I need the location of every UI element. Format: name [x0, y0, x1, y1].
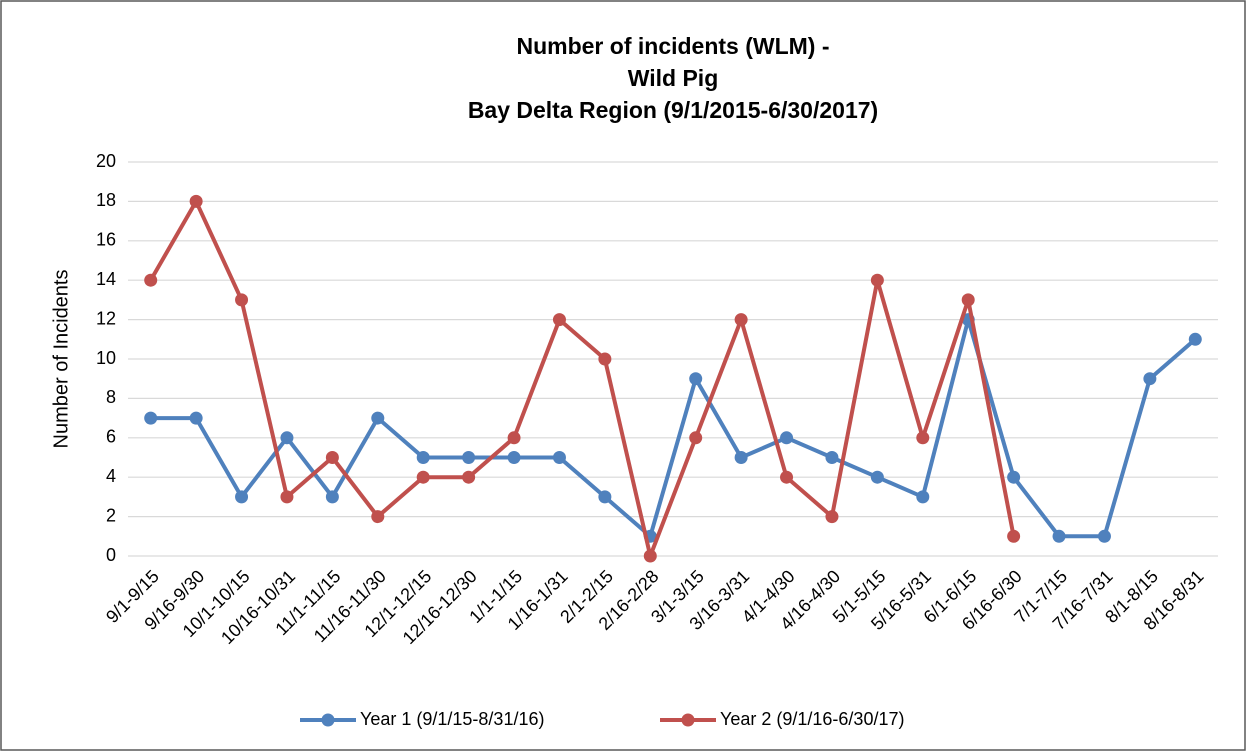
- data-point: [1007, 470, 1021, 484]
- y-tick-label: 20: [96, 151, 116, 171]
- data-point: [1052, 529, 1066, 543]
- data-point: [734, 451, 748, 464]
- data-point: [189, 194, 203, 208]
- data-point: [643, 549, 657, 563]
- chart-title: Wild Pig: [628, 65, 719, 91]
- data-point: [235, 490, 249, 504]
- data-point: [1188, 332, 1202, 346]
- data-point: [780, 470, 794, 484]
- data-point: [780, 431, 794, 445]
- y-tick-label: 14: [96, 269, 116, 289]
- data-point: [689, 372, 703, 386]
- data-point: [371, 510, 385, 524]
- data-point: [870, 470, 884, 484]
- y-tick-label: 10: [96, 348, 116, 368]
- y-tick-label: 2: [106, 505, 116, 525]
- legend-marker: [321, 713, 335, 727]
- y-tick-label: 4: [106, 466, 116, 486]
- series-line: [148, 199, 1016, 558]
- legend-marker: [681, 713, 695, 727]
- data-point: [916, 490, 930, 504]
- data-point: [916, 431, 930, 445]
- legend-label: Year 1 (9/1/15-8/31/16): [360, 709, 544, 729]
- y-tick-label: 8: [106, 387, 116, 407]
- y-tick-label: 12: [96, 308, 116, 328]
- data-point: [598, 490, 612, 504]
- y-tick-label: 16: [96, 230, 116, 250]
- data-point: [371, 411, 385, 425]
- chart-title: Number of incidents (WLM) -: [516, 33, 829, 59]
- y-axis-label: Number of Incidents: [50, 270, 72, 449]
- data-point: [280, 431, 294, 445]
- data-point: [598, 352, 612, 366]
- data-point: [416, 470, 430, 484]
- chart-title: Bay Delta Region (9/1/2015-6/30/2017): [468, 97, 878, 123]
- data-point: [280, 490, 294, 504]
- data-point: [1007, 529, 1021, 543]
- data-point: [235, 293, 249, 307]
- data-point: [416, 451, 430, 464]
- data-point: [870, 273, 884, 287]
- data-point: [825, 451, 839, 464]
- data-point: [462, 451, 476, 464]
- data-point: [144, 273, 158, 287]
- series-line: [150, 317, 1197, 539]
- data-point: [552, 313, 566, 327]
- y-tick-label: 18: [96, 190, 116, 210]
- y-tick-label: 0: [106, 545, 116, 565]
- data-point: [325, 490, 339, 504]
- data-point: [689, 431, 703, 445]
- data-point: [1143, 372, 1157, 386]
- data-point: [144, 411, 158, 425]
- data-point: [462, 470, 476, 484]
- legend-label: Year 2 (9/1/16-6/30/17): [720, 709, 904, 729]
- y-tick-label: 6: [106, 427, 116, 447]
- data-point: [507, 431, 521, 445]
- data-point: [189, 411, 203, 425]
- data-point: [552, 451, 566, 464]
- data-point: [325, 451, 339, 464]
- data-point: [507, 451, 521, 464]
- data-point: [825, 510, 839, 524]
- data-point: [1097, 529, 1111, 543]
- data-point: [734, 313, 748, 327]
- data-point: [961, 293, 975, 307]
